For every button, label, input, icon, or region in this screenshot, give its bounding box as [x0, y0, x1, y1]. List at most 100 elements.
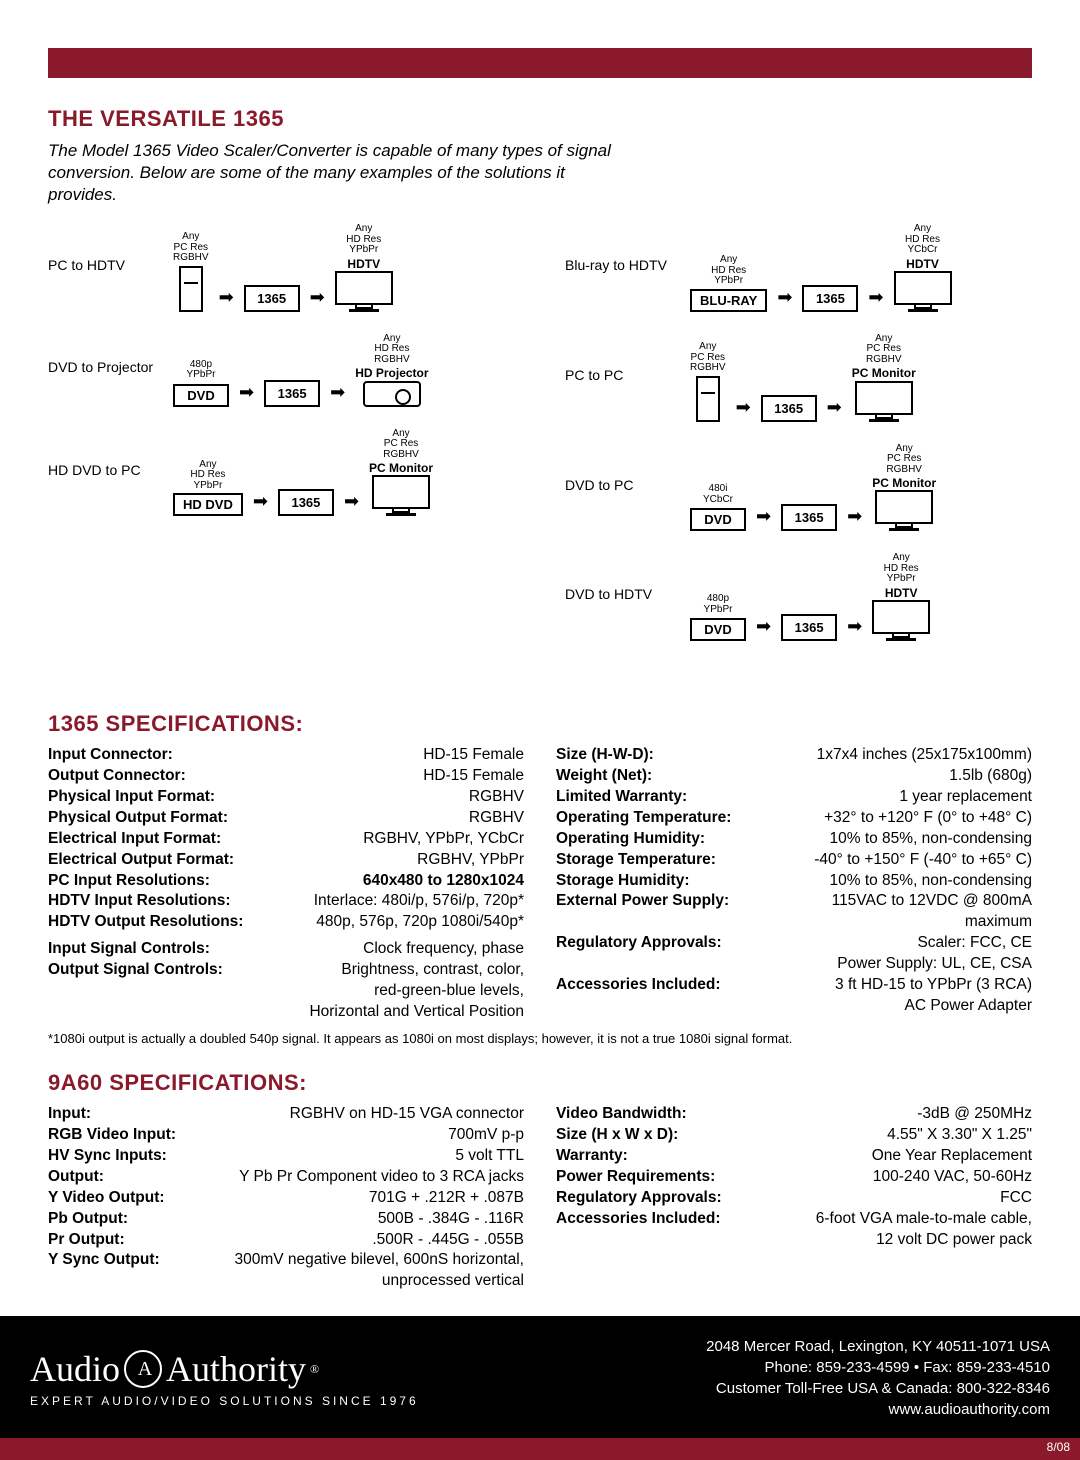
- spec-label: HV Sync Inputs:: [48, 1146, 167, 1167]
- spec-label: HDTV Output Resolutions:: [48, 912, 243, 933]
- spec-label: Video Bandwidth:: [556, 1104, 687, 1125]
- spec-value: RGBHV, YPbPr, YCbCr: [363, 829, 524, 850]
- arrow-icon: ➡: [756, 506, 771, 531]
- specs-1365-footnote: *1080i output is actually a doubled 540p…: [48, 1031, 1032, 1046]
- spec-row: Output Connector:HD-15 Female: [48, 766, 524, 787]
- flow-label: HD DVD to PC: [48, 462, 163, 484]
- spec-row: Pb Output: 500B - .384G - .116R: [48, 1209, 524, 1230]
- scaler-box: 1365: [244, 285, 300, 312]
- projector-icon: [363, 381, 421, 407]
- specs-9a60-title: 9A60 SPECIFICATIONS:: [48, 1070, 1032, 1096]
- flow-label: Blu-ray to HDTV: [565, 257, 680, 279]
- spec-label: Physical Output Format:: [48, 808, 228, 829]
- device-box: DVD: [173, 384, 229, 407]
- flow-dst-caption: Any HD Res YCbCr: [905, 224, 940, 256]
- spec-label: Pb Output:: [48, 1209, 128, 1230]
- flow-label: PC to PC: [565, 367, 680, 389]
- spec-value: 500B - .384G - .116R: [378, 1209, 524, 1230]
- flow-row: DVD to PC480i YCbCrDVD➡1365➡Any PC Res R…: [565, 444, 1032, 532]
- flow-src-caption: Any PC Res RGBHV: [690, 342, 726, 374]
- flow-dst-caption: Any HD Res YPbPr: [884, 553, 919, 585]
- versatile-title: THE VERSATILE 1365: [48, 106, 1032, 132]
- spec-label: Output Connector:: [48, 766, 186, 787]
- spec-row: Accessories Included: 3 ft HD-15 to YPbPr…: [556, 975, 1032, 996]
- spec-value: Scaler: FCC, CE: [917, 933, 1032, 954]
- spec-label: Input Signal Controls:: [48, 939, 210, 960]
- spec-row: Power Requirements:100-240 VAC, 50-60Hz: [556, 1167, 1032, 1188]
- spec-value: Y Pb Pr Component video to 3 RCA jacks: [239, 1167, 524, 1188]
- spec-label: Accessories Included:: [556, 975, 721, 996]
- device-box: DVD: [690, 618, 746, 641]
- arrow-icon: ➡: [736, 397, 751, 422]
- spec-row: Video Bandwidth: -3dB @ 250MHz: [556, 1104, 1032, 1125]
- flow-src-caption: 480p YPbPr: [187, 360, 216, 382]
- contact-url: www.audioauthority.com: [706, 1399, 1050, 1420]
- spec-row: Output Signal Controls:Brightness, contr…: [48, 960, 524, 981]
- arrow-icon: ➡: [868, 287, 883, 312]
- spec-row: Regulatory Approvals:Scaler: FCC, CE: [556, 933, 1032, 954]
- spec-label: Y Sync Output:: [48, 1250, 160, 1271]
- spec-value: -40° to +150° F (-40° to +65° C): [814, 850, 1032, 871]
- bottom-accent-bar: [0, 1456, 1080, 1460]
- spec-value: Interlace: 480i/p, 576i/p, 720p*: [314, 891, 524, 912]
- arrow-icon: ➡: [847, 616, 862, 641]
- spec-label: Storage Temperature:: [556, 850, 716, 871]
- flow-dst-title: PC Monitor: [369, 462, 433, 475]
- monitor-icon: [894, 271, 952, 312]
- spec-label: Regulatory Approvals:: [556, 1188, 722, 1209]
- spec-row: Y Video Output: 701G + .212R + .087B: [48, 1188, 524, 1209]
- brand-registered: ®: [310, 1362, 319, 1377]
- spec-value: 1x7x4 inches (25x175x100mm): [817, 745, 1032, 766]
- spec-value: 3 ft HD-15 to YPbPr (3 RCA): [835, 975, 1032, 996]
- scaler-box: 1365: [278, 489, 334, 516]
- flow-row: HD DVD to PCAny HD Res YPbPrHD DVD➡1365➡…: [48, 429, 515, 517]
- spec-label: Electrical Input Format:: [48, 829, 221, 850]
- spec-label: Size (H-W-D):: [556, 745, 654, 766]
- spec-label: Operating Humidity:: [556, 829, 705, 850]
- contact-phone: Phone: 859-233-4599 • Fax: 859-233-4510: [706, 1357, 1050, 1378]
- monitor-icon: [872, 600, 930, 641]
- flow-row: Blu-ray to HDTVAny HD Res YPbPrBLU-RAY➡1…: [565, 224, 1032, 312]
- spec-row: Electrical Output Format:RGBHV, YPbPr: [48, 850, 524, 871]
- spec-row: Operating Humidity: 10% to 85%, non-conde…: [556, 829, 1032, 850]
- spec-value: 10% to 85%, non-condensing: [829, 829, 1032, 850]
- spec-label: Output:: [48, 1167, 104, 1188]
- spec-value: RGBHV: [469, 787, 524, 808]
- spec-row: Output: Y Pb Pr Component video to 3 RCA …: [48, 1167, 524, 1188]
- flow-row: DVD to HDTV480p YPbPrDVD➡1365➡Any HD Res…: [565, 553, 1032, 641]
- flow-dst-caption: Any HD Res RGBHV: [374, 334, 410, 366]
- brand-left: Audio: [30, 1348, 120, 1390]
- date-bar: 8/08: [0, 1438, 1080, 1456]
- spec-value: 5 volt TTL: [455, 1146, 524, 1167]
- spec-label: Y Video Output:: [48, 1188, 165, 1209]
- spec-row: Physical Output Format:RGBHV: [48, 808, 524, 829]
- brand-tagline: EXPERT AUDIO/VIDEO SOLUTIONS SINCE 1976: [30, 1394, 419, 1408]
- flow-dst-title: HD Projector: [355, 367, 428, 380]
- spec-value: -3dB @ 250MHz: [917, 1104, 1032, 1125]
- arrow-icon: ➡: [310, 287, 325, 312]
- flow-dst-title: HDTV: [885, 587, 918, 600]
- flow-dst-caption: Any HD Res YPbPr: [346, 224, 381, 256]
- spec-row: Input Signal Controls:Clock frequency, p…: [48, 939, 524, 960]
- spec-label: External Power Supply:: [556, 891, 729, 912]
- spec-row: HV Sync Inputs: 5 volt TTL: [48, 1146, 524, 1167]
- arrow-icon: ➡: [239, 382, 254, 407]
- spec-label: Storage Humidity:: [556, 871, 689, 892]
- brand-block: Audio А Authority ® EXPERT AUDIO/VIDEO S…: [30, 1348, 419, 1408]
- flow-row: PC to PCAny PC Res RGBHV➡1365➡Any PC Res…: [565, 334, 1032, 422]
- spec-label: Weight (Net):: [556, 766, 652, 787]
- spec-continuation: AC Power Adapter: [556, 996, 1032, 1017]
- spec-continuation: maximum: [556, 912, 1032, 933]
- pc-tower-icon: [696, 376, 720, 422]
- device-box: BLU-RAY: [690, 289, 767, 312]
- flow-dst-title: PC Monitor: [852, 367, 916, 380]
- spec-row: Operating Temperature:+32° to +120° F (0…: [556, 808, 1032, 829]
- spec-row: Regulatory Approvals:FCC: [556, 1188, 1032, 1209]
- contact-tollfree: Customer Toll-Free USA & Canada: 800-322…: [706, 1378, 1050, 1399]
- spec-row: PC Input Resolutions:640x480 to 1280x102…: [48, 871, 524, 892]
- spec-value: HD-15 Female: [423, 745, 524, 766]
- flow-row: PC to HDTVAny PC Res RGBHV➡1365➡Any HD R…: [48, 224, 515, 312]
- spec-row: Input:RGBHV on HD-15 VGA connector: [48, 1104, 524, 1125]
- spec-label: RGB Video Input:: [48, 1125, 176, 1146]
- spec-value: 701G + .212R + .087B: [369, 1188, 524, 1209]
